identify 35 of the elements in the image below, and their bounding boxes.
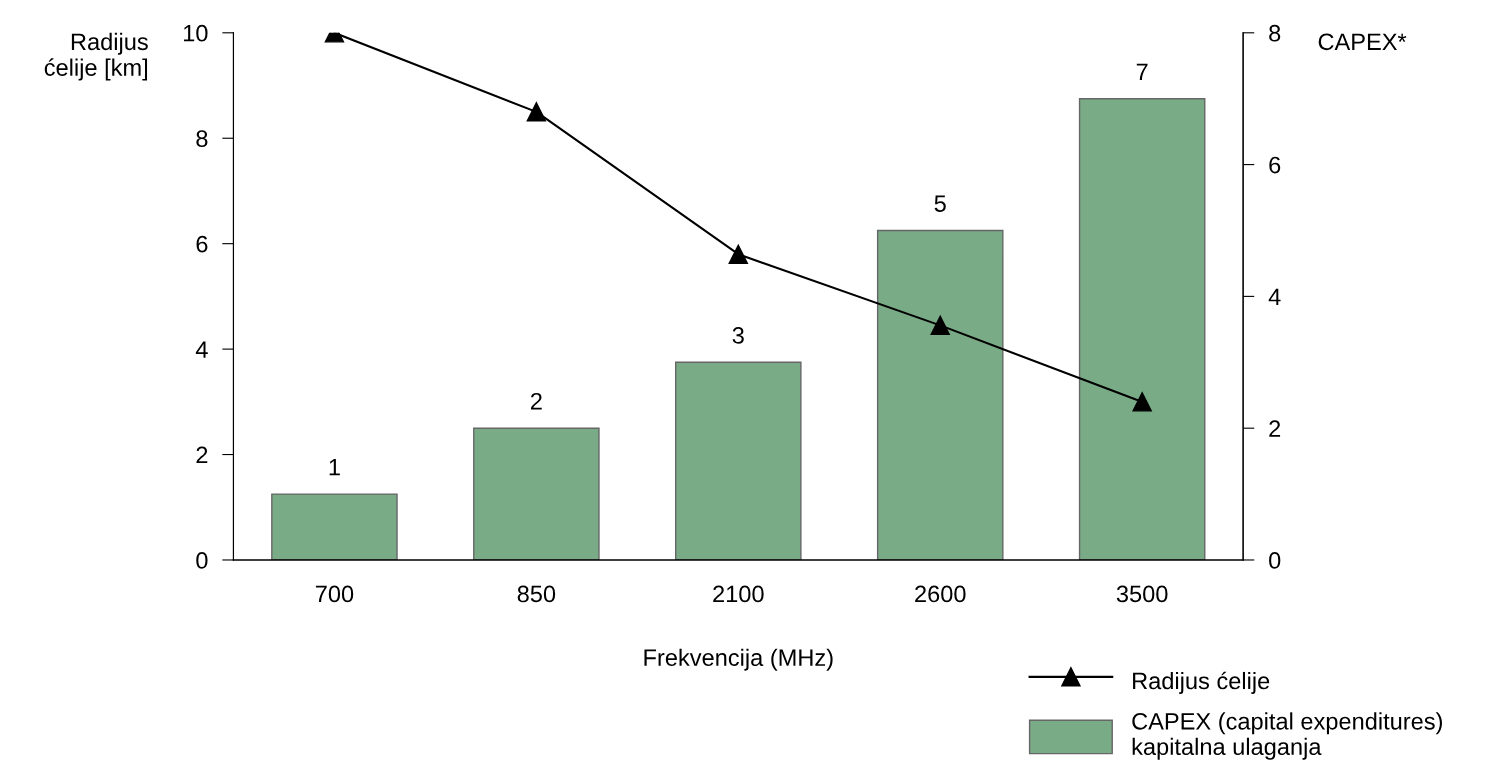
bar	[876, 229, 1004, 560]
bar	[675, 361, 802, 560]
y-tick-label: 2	[196, 446, 208, 464]
bar	[271, 493, 398, 560]
y2-tick-label: 0	[1269, 552, 1281, 569]
y-tick-label: 8	[196, 130, 208, 148]
y2-tick-label: 6	[1269, 156, 1281, 174]
data-label: 7	[1136, 63, 1148, 80]
point	[526, 102, 547, 122]
point	[728, 244, 749, 264]
bar	[473, 427, 600, 560]
y2-tick-label: 4	[1268, 288, 1281, 305]
legend-label: Radijus ćelije	[1133, 671, 1270, 694]
legend-label: CAPEX (capital expenditures) kapitalna ulaganja	[1132, 712, 1442, 760]
x-tick-label: 3500	[1116, 585, 1168, 603]
data-label: 3	[732, 327, 744, 344]
x-axis-title: Frekvencija (MHz)	[644, 648, 833, 671]
y-tick-label: 6	[196, 235, 208, 253]
y-tick-label: 0	[196, 552, 208, 569]
data-label: 1	[329, 459, 340, 476]
y-axis-title: Radijus ćelije [km]	[44, 32, 148, 81]
point	[1132, 392, 1152, 412]
y-tick-label: 4	[195, 341, 208, 358]
y-tick-label: 10	[184, 24, 208, 42]
data-label: 5	[934, 195, 946, 212]
data-label: 2	[530, 392, 542, 410]
x-tick-label: 850	[517, 585, 556, 603]
y2-axis-title: CAPEX*	[1318, 33, 1407, 51]
x-tick-label: 2100	[713, 585, 764, 603]
y2-tick-label: 2	[1269, 420, 1281, 437]
bar	[1078, 98, 1206, 560]
y2-tick-label: 8	[1269, 24, 1281, 42]
point	[930, 315, 950, 336]
x-tick-label: 2600	[915, 585, 966, 603]
x-tick-label: 700	[315, 585, 354, 603]
